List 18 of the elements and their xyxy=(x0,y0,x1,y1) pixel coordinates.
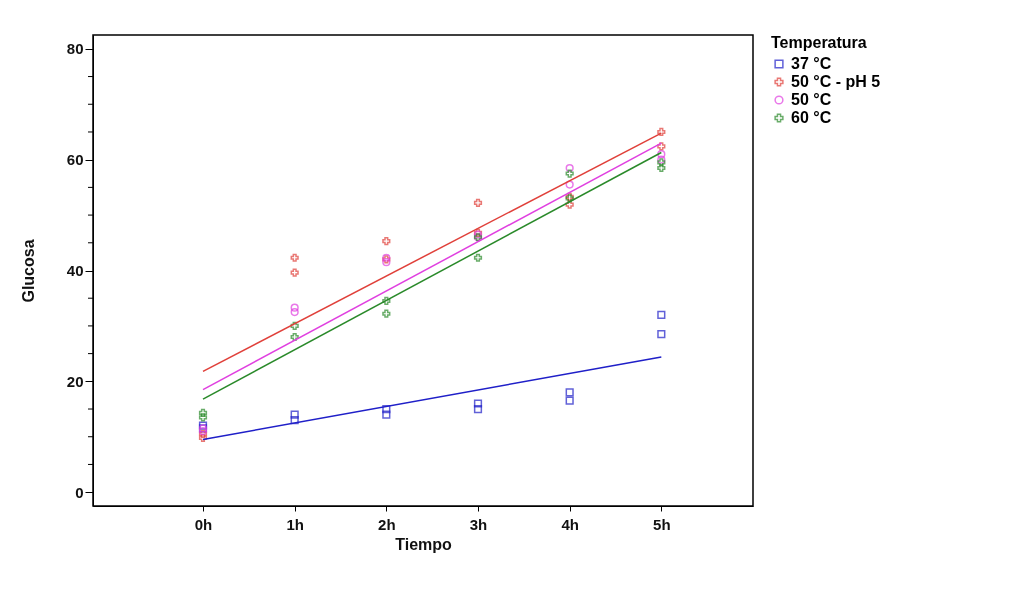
x-tick-label: 0h xyxy=(194,515,213,533)
x-axis-title: Tiempo xyxy=(395,535,453,553)
x-tick-label: 2h xyxy=(378,515,396,533)
legend-label: 37 °C xyxy=(791,55,832,72)
y-tick-label: 20 xyxy=(66,372,84,390)
y-tick-label: 60 xyxy=(66,151,84,169)
legend-label: 50 °C xyxy=(791,91,832,108)
y-tick-label: 0 xyxy=(75,483,84,501)
y-axis-title: Glucosa xyxy=(19,239,37,303)
x-tick-label: 1h xyxy=(286,515,304,533)
y-tick-label: 80 xyxy=(66,40,84,58)
y-tick-label: 40 xyxy=(66,262,84,279)
x-tick-label: 4h xyxy=(561,515,579,533)
legend-title: Temperatura xyxy=(771,34,867,51)
x-tick-label: 3h xyxy=(469,515,488,533)
x-tick-label: 5h xyxy=(653,515,671,533)
legend-label: 60 °C xyxy=(791,109,832,126)
legend-label: 50 °C - pH 5 xyxy=(791,73,881,90)
